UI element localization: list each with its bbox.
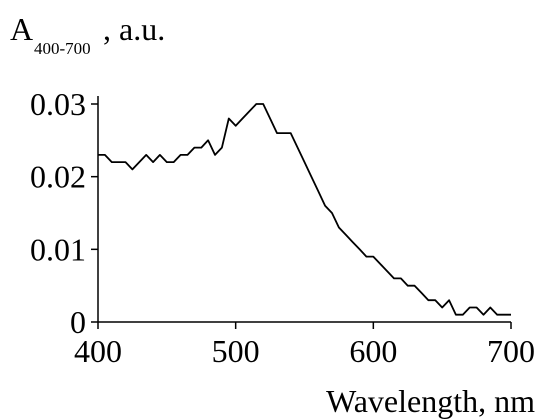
x-tick-label-500: 500 <box>212 333 260 369</box>
y-tick-label-0: 0 <box>70 304 86 340</box>
y-axis-title: A 400-700 , a.u. <box>10 11 165 58</box>
axes <box>97 96 511 323</box>
y-axis-title-suffix: , a.u. <box>103 11 165 47</box>
series-line <box>98 103 511 316</box>
y-axis-title-main: A <box>10 11 33 47</box>
tick-group <box>91 103 512 329</box>
x-tick-label-400: 400 <box>74 333 122 369</box>
y-tick-label-1: 0.01 <box>30 231 86 267</box>
tick-label-group: 400 500 600 700 0 0.01 0.02 0.03 <box>30 86 535 369</box>
y-tick-label-3: 0.03 <box>30 86 86 122</box>
y-tick-label-2: 0.02 <box>30 159 86 195</box>
x-axis-title: Wavelength, nm <box>326 383 535 419</box>
x-tick-label-700: 700 <box>487 333 535 369</box>
y-axis-title-subscript: 400-700 <box>34 39 91 58</box>
x-tick-label-600: 600 <box>349 333 397 369</box>
